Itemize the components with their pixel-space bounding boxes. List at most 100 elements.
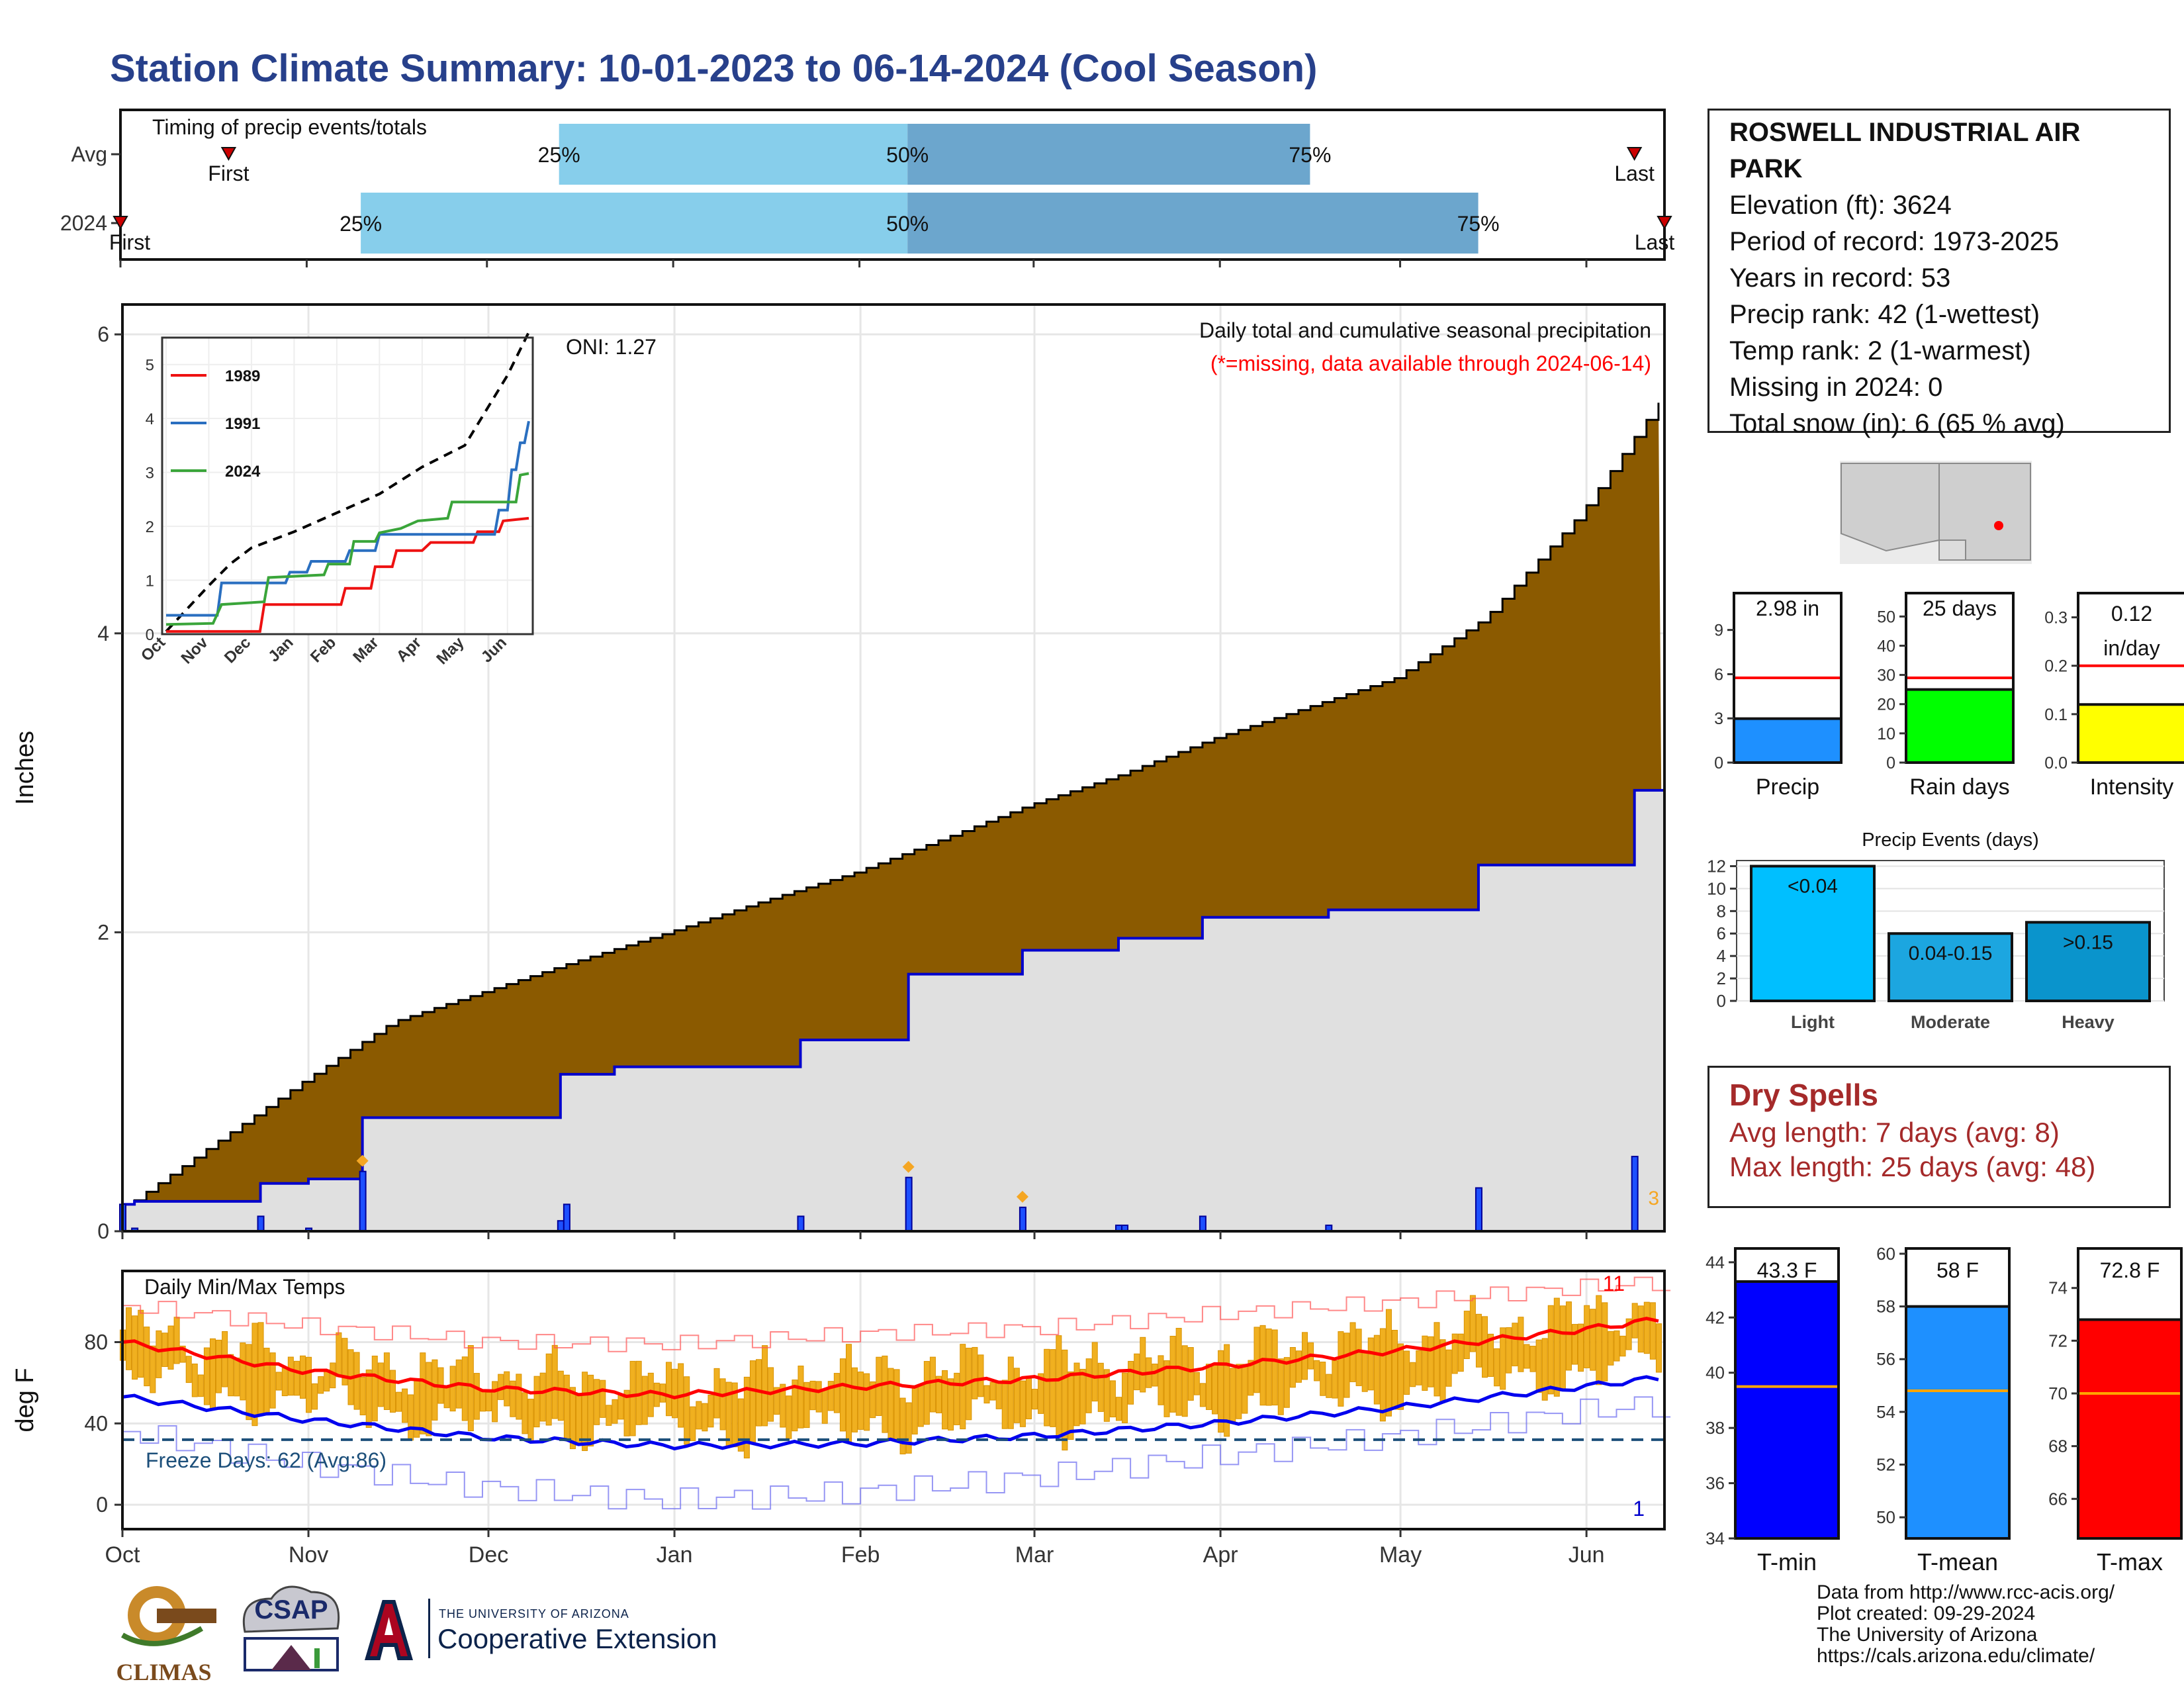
station-elevation: Elevation (ft): 3624 — [1729, 191, 1952, 220]
daily-temp-bar — [1655, 1323, 1662, 1373]
daily-temp-bar — [510, 1380, 516, 1417]
avg-min-temp-line — [122, 1375, 1659, 1451]
season-bar-y-tick-label: 40 — [1877, 637, 1895, 655]
daily-temp-bar — [216, 1339, 222, 1393]
daily-temp-bar — [1602, 1302, 1608, 1382]
season-bar-y-tick-label: 0 — [1886, 754, 1895, 773]
daily-temp-bar — [846, 1344, 852, 1442]
daily-temp-bar — [527, 1399, 534, 1441]
daily-temp-bar — [899, 1397, 906, 1455]
temp-summary-bar — [1735, 1282, 1839, 1538]
daily-temp-bar — [1649, 1302, 1656, 1360]
season-bar-frame — [1733, 592, 1843, 764]
temp-x-tick-label: May — [1379, 1542, 1422, 1568]
inset-series-line — [166, 516, 529, 633]
daily-temp-bar — [576, 1395, 582, 1446]
daily-temp-bar — [672, 1368, 678, 1419]
season-bar-y-tick-label: 0 — [1714, 754, 1723, 773]
cumulative-2024-line — [122, 786, 1666, 1206]
daily-temp-bar — [1506, 1327, 1512, 1374]
daily-temp-bar — [257, 1322, 264, 1416]
temp-summary-frame — [1734, 1247, 1840, 1540]
record-min-line — [122, 1396, 1671, 1510]
daily-temp-bar — [1283, 1357, 1290, 1408]
precip-y-tick-label: 0 — [97, 1219, 109, 1243]
map-state-az — [1841, 463, 1940, 552]
season-bar-axis-label: Precip — [1756, 774, 1819, 800]
daily-temp-bar — [1085, 1358, 1092, 1413]
daily-temp-bar — [1115, 1397, 1122, 1421]
daily-temp-bar — [803, 1382, 810, 1429]
daily-temp-bar — [1001, 1380, 1008, 1429]
daily-temp-bar — [563, 1374, 570, 1441]
season-bar-y-tick-label: 0.0 — [2044, 754, 2068, 773]
daily-temp-bar — [1608, 1331, 1614, 1366]
timing-last-label: Last — [1614, 162, 1655, 185]
daily-temp-bar — [684, 1376, 690, 1445]
temp-summary-y-tick-label: 66 — [2048, 1489, 2068, 1509]
daily-temp-bar — [978, 1354, 984, 1397]
daily-temp-bar — [588, 1374, 594, 1447]
daily-temp-bar — [948, 1378, 954, 1431]
daily-temp-bar — [1451, 1333, 1458, 1374]
daily-temp-bar — [551, 1344, 558, 1419]
dry-spells-heading: Dry Spells — [1729, 1078, 1878, 1112]
daily-temp-bar — [815, 1381, 822, 1413]
inset-legend-label: 2024 — [225, 463, 261, 481]
daily-temp-bar — [617, 1393, 624, 1420]
daily-temp-bar — [1433, 1322, 1440, 1397]
precip-events-bar-label: >0.15 — [2063, 931, 2113, 953]
temp-summary-y-tick-label: 52 — [1876, 1455, 1895, 1475]
precip-events-category-label: Light — [1791, 1012, 1835, 1032]
precip-plot-frame — [121, 303, 1666, 1233]
daily-temp-bar — [1398, 1343, 1404, 1410]
station-period: Period of record: 1973-2025 — [1729, 227, 2060, 256]
daily-temp-bar — [1392, 1330, 1398, 1410]
daily-temp-bar — [774, 1387, 780, 1415]
station-location-marker — [1994, 521, 2003, 530]
daily-temp-bar — [1032, 1389, 1038, 1410]
timing-first-label: First — [109, 230, 150, 254]
temp-plot-frame — [121, 1270, 1666, 1530]
daily-temp-bar — [1230, 1368, 1236, 1424]
page-title: Station Climate Summary: 10-01-2023 to 0… — [110, 47, 1318, 90]
temp-summary-y-tick-label: 54 — [1876, 1402, 1895, 1422]
temp-summary-y-tick-label: 36 — [1706, 1474, 1725, 1493]
daily-temp-bar — [1193, 1372, 1200, 1395]
daily-temp-bar — [516, 1374, 522, 1420]
daily-temp-bar — [1163, 1360, 1170, 1417]
temp-summary-y-tick-label: 44 — [1706, 1252, 1725, 1272]
daily-temp-bar — [923, 1361, 930, 1425]
temp-summary-y-tick-label: 50 — [1876, 1507, 1895, 1527]
daily-temp-bar — [396, 1391, 402, 1412]
temp-chart-title: Daily Min/Max Temps — [144, 1275, 345, 1299]
timing-bar-lower — [361, 193, 908, 254]
precip-events-bar — [1750, 865, 1876, 1002]
daily-temp-bar — [1361, 1350, 1368, 1392]
daily-temp-bar — [809, 1380, 816, 1411]
daily-temp-bar — [1277, 1358, 1284, 1415]
timing-p75-label: 75% — [1457, 212, 1500, 236]
daily-temp-bar — [1619, 1335, 1626, 1357]
daily-temp-bar — [1572, 1324, 1578, 1365]
inset-series-line — [165, 472, 529, 626]
daily-temp-bar — [1152, 1364, 1158, 1387]
daily-temp-bar — [197, 1374, 204, 1397]
season-bar-frame — [1905, 592, 2015, 764]
daily-temp-bar — [821, 1389, 828, 1424]
inset-frame — [161, 336, 534, 635]
credit-university: The University of Arizona — [1817, 1624, 2038, 1646]
daily-temp-bar — [792, 1380, 798, 1432]
precip-events-bar-label: 0.04-0.15 — [1909, 943, 1993, 964]
daily-temp-bar — [1614, 1330, 1620, 1362]
temp-y-axis-label: deg F — [11, 1368, 39, 1432]
daily-temp-bar — [1050, 1349, 1056, 1427]
daily-temp-bar — [797, 1366, 804, 1429]
daily-temp-bar — [1512, 1323, 1518, 1366]
season-bar-y-tick-label: 30 — [1877, 667, 1895, 685]
daily-temp-bar — [870, 1381, 876, 1419]
credit-plot-created: Plot created: 09-29-2024 — [1817, 1603, 2036, 1624]
inset-y-tick-label: 2 — [146, 518, 154, 536]
ua-extension-logo: THE UNIVERSITY OF ARIZONA Cooperative Ex… — [361, 1595, 738, 1668]
timing-p25-label: 25% — [340, 212, 382, 236]
